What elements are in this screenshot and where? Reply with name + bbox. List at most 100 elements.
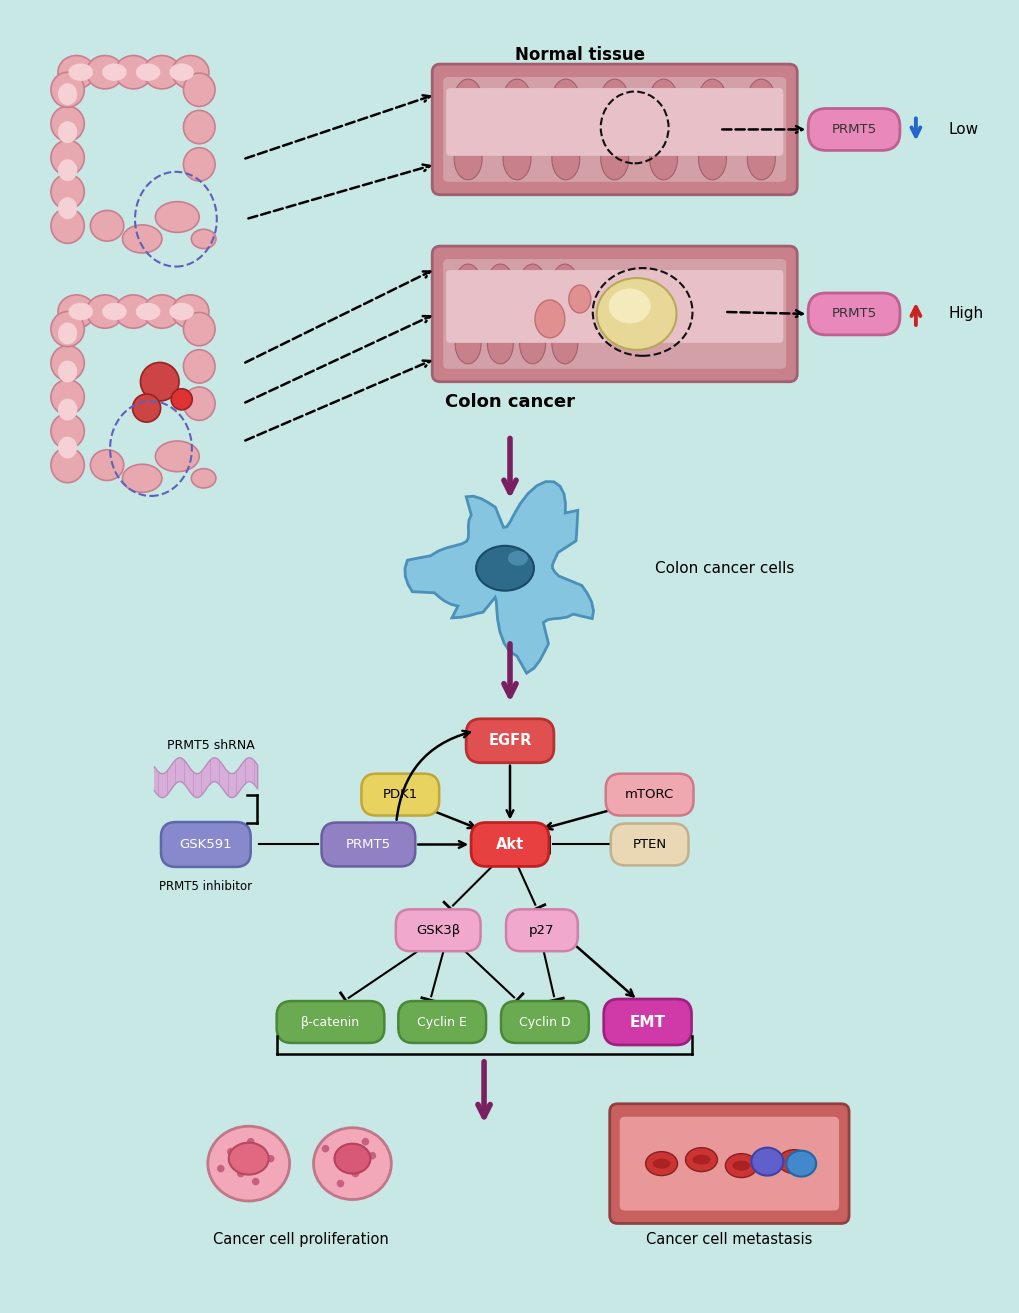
Ellipse shape — [692, 1154, 710, 1165]
FancyBboxPatch shape — [500, 1001, 588, 1043]
FancyBboxPatch shape — [395, 910, 480, 951]
Ellipse shape — [569, 285, 590, 312]
Ellipse shape — [192, 230, 216, 248]
Ellipse shape — [51, 379, 85, 415]
Circle shape — [362, 1138, 369, 1145]
Ellipse shape — [183, 349, 215, 383]
Ellipse shape — [313, 1128, 391, 1200]
Ellipse shape — [747, 79, 774, 121]
Ellipse shape — [51, 311, 85, 347]
Text: PRMT5 inhibitor: PRMT5 inhibitor — [159, 880, 252, 893]
Ellipse shape — [122, 225, 162, 253]
Ellipse shape — [58, 323, 77, 344]
Text: High: High — [948, 306, 983, 322]
Ellipse shape — [58, 197, 77, 219]
Ellipse shape — [183, 147, 215, 181]
Ellipse shape — [600, 138, 628, 180]
Text: PRMT5: PRMT5 — [345, 838, 390, 851]
Ellipse shape — [102, 303, 126, 320]
Text: PDK1: PDK1 — [382, 788, 418, 801]
Circle shape — [352, 1170, 359, 1178]
Ellipse shape — [534, 299, 565, 337]
Ellipse shape — [476, 546, 533, 591]
Text: EGFR: EGFR — [488, 733, 531, 748]
Ellipse shape — [183, 74, 215, 106]
Ellipse shape — [519, 264, 545, 305]
Ellipse shape — [102, 63, 126, 81]
FancyBboxPatch shape — [603, 999, 691, 1045]
Ellipse shape — [751, 1148, 783, 1175]
Ellipse shape — [51, 345, 85, 381]
Text: Cyclin D: Cyclin D — [519, 1015, 571, 1028]
Ellipse shape — [645, 1152, 677, 1175]
Ellipse shape — [87, 295, 123, 328]
Ellipse shape — [502, 138, 531, 180]
Polygon shape — [405, 482, 593, 674]
FancyBboxPatch shape — [276, 1001, 384, 1043]
Ellipse shape — [777, 1150, 809, 1174]
FancyBboxPatch shape — [620, 1117, 839, 1211]
Ellipse shape — [183, 312, 215, 345]
FancyBboxPatch shape — [605, 773, 693, 815]
Text: GSK3β: GSK3β — [416, 924, 460, 936]
Ellipse shape — [725, 1154, 756, 1178]
Ellipse shape — [454, 324, 481, 364]
Circle shape — [171, 389, 192, 410]
Ellipse shape — [51, 72, 85, 108]
Ellipse shape — [786, 1150, 815, 1176]
FancyBboxPatch shape — [442, 259, 786, 369]
Ellipse shape — [144, 295, 180, 328]
Ellipse shape — [68, 303, 93, 320]
Circle shape — [247, 1138, 255, 1145]
Ellipse shape — [502, 79, 531, 121]
Text: Cancer cell proliferation: Cancer cell proliferation — [213, 1232, 388, 1247]
Ellipse shape — [58, 83, 77, 105]
FancyBboxPatch shape — [445, 88, 783, 156]
FancyBboxPatch shape — [505, 910, 577, 951]
Circle shape — [321, 1145, 329, 1153]
Ellipse shape — [551, 324, 577, 364]
Text: PTEN: PTEN — [632, 838, 666, 851]
Text: PRMT5: PRMT5 — [830, 307, 875, 320]
Text: PRMT5: PRMT5 — [830, 123, 875, 137]
Text: Normal tissue: Normal tissue — [515, 46, 644, 63]
Ellipse shape — [51, 448, 85, 483]
Ellipse shape — [685, 1148, 716, 1171]
Ellipse shape — [91, 210, 123, 242]
Ellipse shape — [596, 278, 676, 349]
Text: β-catenin: β-catenin — [301, 1015, 360, 1028]
FancyBboxPatch shape — [807, 109, 899, 151]
Ellipse shape — [58, 361, 77, 382]
Ellipse shape — [228, 1142, 268, 1175]
Circle shape — [132, 394, 160, 421]
Ellipse shape — [51, 106, 85, 142]
Ellipse shape — [600, 79, 628, 121]
Text: Low: Low — [948, 122, 978, 137]
Ellipse shape — [155, 441, 199, 471]
FancyBboxPatch shape — [397, 1001, 486, 1043]
Ellipse shape — [551, 264, 577, 305]
Ellipse shape — [649, 138, 677, 180]
Circle shape — [252, 1178, 259, 1186]
Text: mTORC: mTORC — [625, 788, 674, 801]
Ellipse shape — [58, 159, 77, 181]
Text: Cancer cell metastasis: Cancer cell metastasis — [646, 1232, 812, 1247]
Ellipse shape — [698, 138, 726, 180]
Ellipse shape — [507, 550, 528, 566]
Circle shape — [267, 1155, 274, 1162]
Ellipse shape — [115, 295, 152, 328]
Ellipse shape — [652, 1158, 669, 1169]
FancyBboxPatch shape — [321, 822, 415, 867]
FancyBboxPatch shape — [466, 718, 553, 763]
PathPatch shape — [154, 758, 258, 797]
Ellipse shape — [136, 63, 160, 81]
Ellipse shape — [51, 414, 85, 449]
Text: Cyclin E: Cyclin E — [417, 1015, 467, 1028]
Ellipse shape — [155, 202, 199, 232]
Ellipse shape — [551, 138, 579, 180]
Ellipse shape — [732, 1161, 750, 1171]
Ellipse shape — [172, 295, 209, 328]
Circle shape — [141, 362, 179, 400]
FancyBboxPatch shape — [445, 270, 783, 343]
Ellipse shape — [454, 264, 481, 305]
